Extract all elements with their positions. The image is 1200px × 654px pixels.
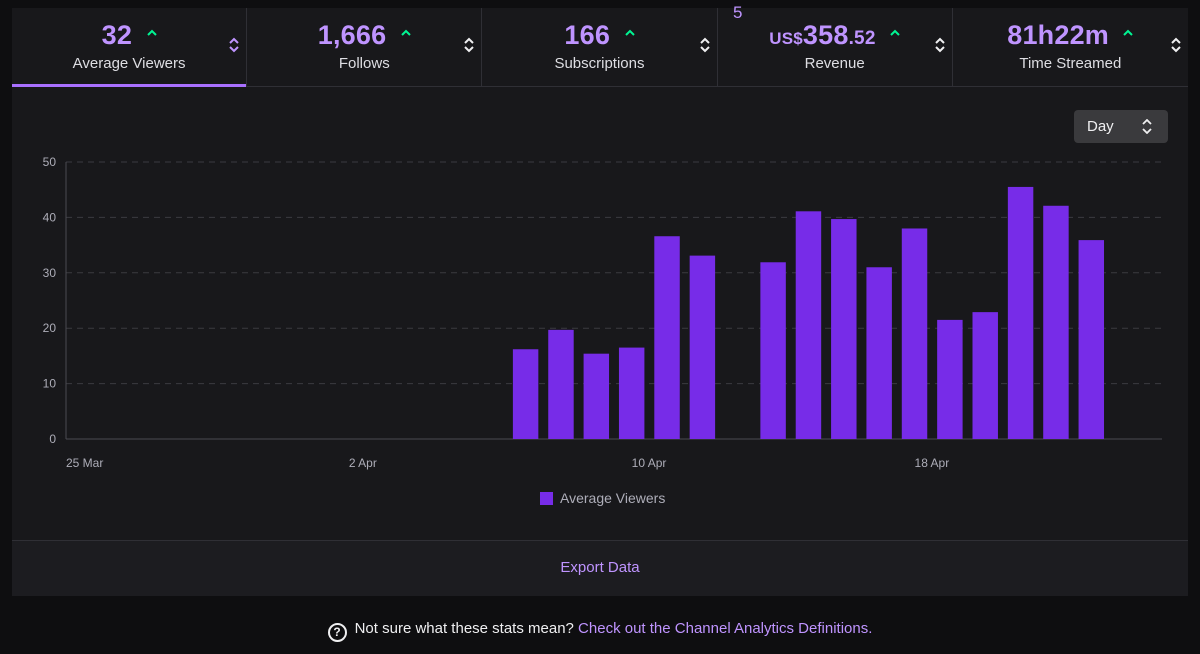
bar	[654, 236, 680, 439]
bar	[760, 262, 786, 439]
sort-icon[interactable]	[228, 37, 240, 53]
bar	[1007, 186, 1034, 439]
y-tick-label: 40	[43, 210, 57, 224]
sort-icon[interactable]	[463, 37, 475, 53]
chevron-updown-icon	[1142, 119, 1152, 134]
stat-label: Revenue	[804, 55, 865, 72]
tab-revenue[interactable]: US$358.52 Revenue	[718, 8, 953, 86]
x-tick-label: 25 Mar	[66, 456, 103, 470]
bar	[548, 329, 574, 439]
arrow-up-icon	[1123, 23, 1134, 41]
bar	[512, 349, 539, 439]
bar	[583, 353, 610, 439]
sort-icon[interactable]	[934, 37, 946, 53]
y-tick-label: 30	[43, 266, 57, 280]
stat-label: Time Streamed	[1019, 55, 1122, 72]
stat-value: 81h22m	[1007, 20, 1109, 50]
export-data-button[interactable]: Export Data	[560, 559, 640, 576]
y-tick-label: 50	[43, 155, 57, 169]
question-circle-icon: ?	[327, 623, 347, 642]
bar	[1078, 240, 1105, 439]
arrow-up-icon	[624, 23, 635, 41]
stat-value: 166	[564, 20, 611, 50]
tab-follows[interactable]: 1,666 Follows	[247, 8, 483, 86]
revenue-cents: .52	[848, 28, 876, 49]
footer-bar: Export Data	[12, 540, 1188, 596]
bar	[689, 255, 716, 439]
stat-label: Subscriptions	[554, 55, 645, 72]
bar	[937, 319, 963, 439]
analytics-panel: 32 Average Viewers 1,666 Follows 166 Sub…	[12, 3, 1188, 596]
stat-label: Average Viewers	[72, 55, 186, 72]
arrow-up-icon	[401, 23, 411, 41]
stat-value: 1,666	[317, 20, 387, 50]
x-tick-label: 2 Apr	[349, 456, 377, 470]
arrow-up-icon	[146, 23, 157, 41]
currency-label: US$	[769, 29, 803, 48]
period-select-value: Day	[1087, 118, 1114, 135]
tab-average-viewers[interactable]: 32 Average Viewers	[12, 8, 248, 87]
period-select[interactable]: Day	[1074, 110, 1168, 143]
y-tick-label: 0	[49, 432, 56, 446]
x-tick-label: 10 Apr	[632, 456, 667, 470]
stat-label: Follows	[338, 55, 390, 72]
stat-value: US$358.52	[769, 20, 875, 50]
bar	[795, 211, 822, 439]
y-tick-label: 10	[43, 377, 57, 391]
tab-time-streamed[interactable]: 81h22m Time Streamed	[953, 8, 1188, 86]
sort-icon[interactable]	[699, 37, 711, 53]
help-text: Not sure what these stats mean?	[354, 620, 574, 637]
y-tick-label: 20	[43, 321, 57, 335]
x-tick-label: 18 Apr	[915, 456, 950, 470]
stat-value: 32	[101, 20, 133, 50]
legend-label: Average Viewers	[560, 490, 665, 506]
arrow-up-icon	[890, 23, 900, 41]
sort-icon[interactable]	[1170, 37, 1182, 53]
bar	[901, 228, 928, 439]
bar	[866, 267, 892, 439]
revenue-badge: 5	[733, 3, 743, 22]
bar	[618, 347, 645, 439]
stat-tabs: 32 Average Viewers 1,666 Follows 166 Sub…	[12, 8, 1188, 87]
bar	[972, 312, 998, 439]
bar	[831, 219, 857, 439]
help-line: ? Not sure what these stats mean? Check o…	[0, 620, 1200, 642]
tab-subscriptions[interactable]: 166 Subscriptions	[482, 8, 718, 86]
revenue-main: 358	[802, 20, 849, 50]
legend-swatch	[540, 492, 553, 505]
average-viewers-chart: 0 10 20 30 40 50 25 Mar 2 Apr 10 Apr 18 Apr Averag…	[43, 155, 1162, 506]
bar	[1043, 205, 1069, 439]
definitions-link[interactable]: Check out the Channel Analytics Definiti…	[578, 620, 873, 637]
